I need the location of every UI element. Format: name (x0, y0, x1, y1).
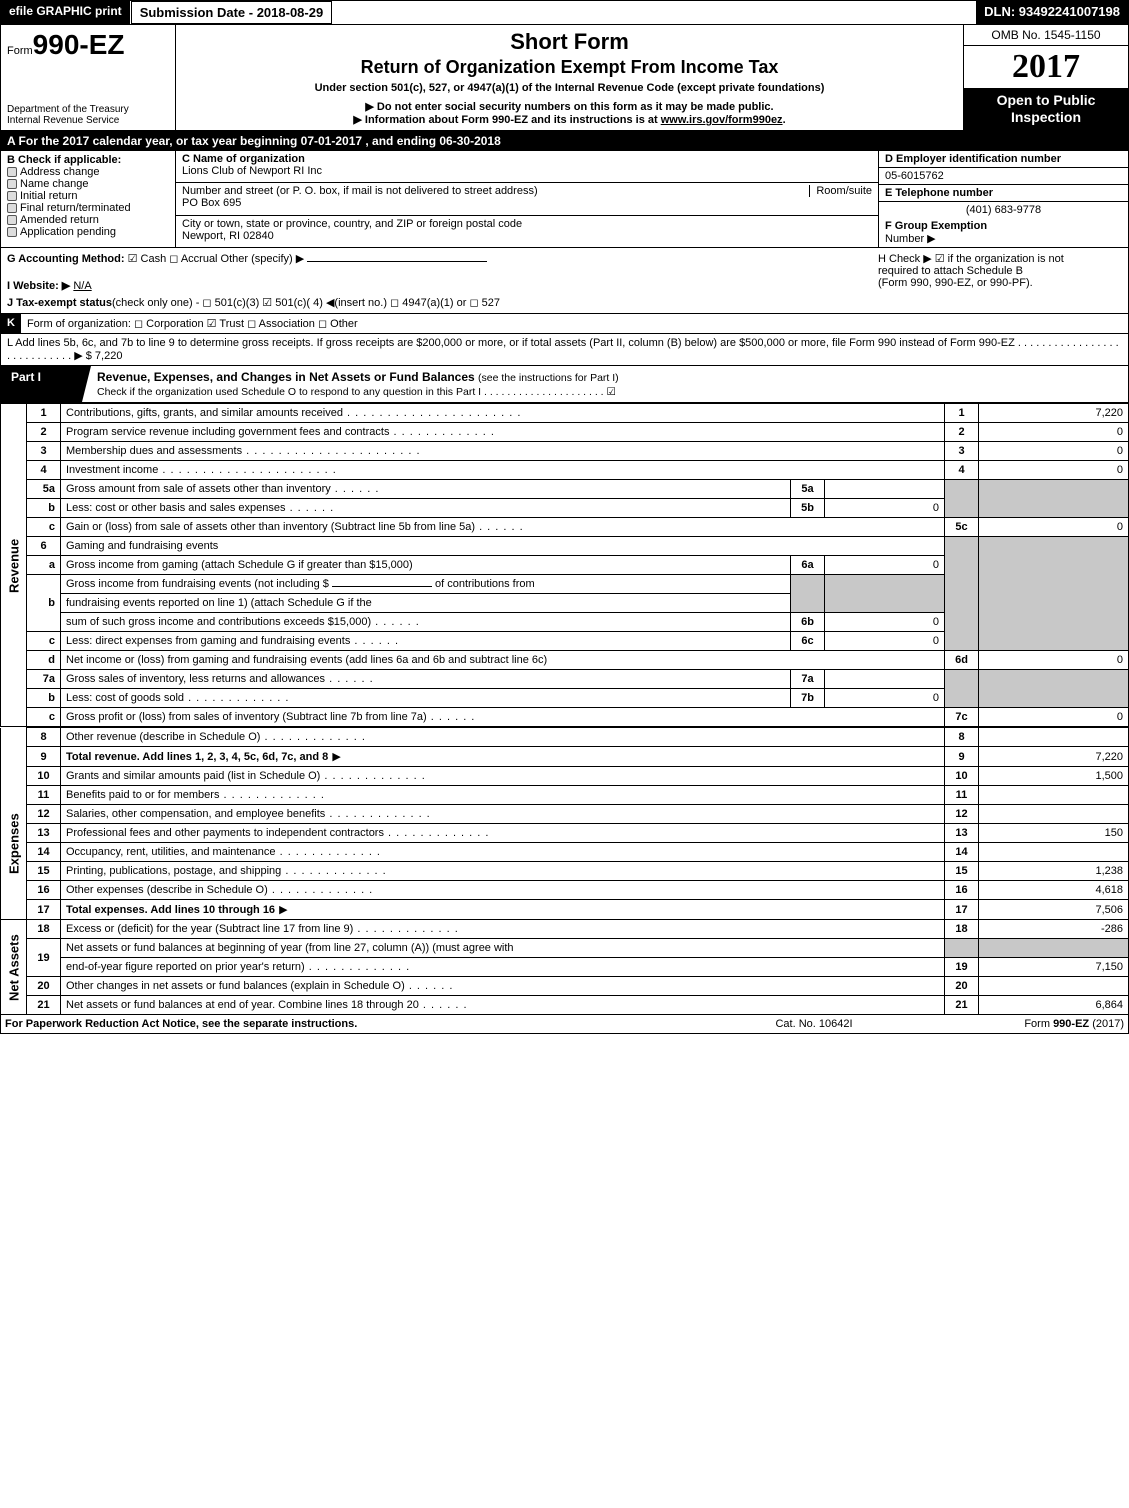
line-5c-value: 0 (979, 518, 1129, 537)
line-12-value (979, 805, 1129, 824)
line-2-value: 0 (979, 423, 1129, 442)
paperwork-notice: For Paperwork Reduction Act Notice, see … (5, 1018, 684, 1030)
website: N/A (73, 280, 91, 292)
side-label-expenses: Expenses (1, 767, 27, 920)
line-5b-value: 0 (825, 499, 945, 518)
line-11-value (979, 786, 1129, 805)
checkbox-application-pending[interactable] (7, 227, 17, 237)
identity-block: B Check if applicable: Address change Na… (0, 151, 1129, 248)
org-address: PO Box 695 (182, 197, 241, 209)
line-16-value: 4,618 (979, 881, 1129, 900)
line-17-value: 7,506 (979, 900, 1129, 920)
phone: (401) 683-9778 (879, 202, 1128, 218)
checkbox-name-change[interactable] (7, 179, 17, 189)
line-7c-value: 0 (979, 708, 1129, 727)
title-short-form: Short Form (184, 29, 955, 55)
line-14-value (979, 843, 1129, 862)
org-city: Newport, RI 02840 (182, 230, 872, 242)
line-8-value (979, 728, 1129, 747)
line-1-value: 7,220 (979, 404, 1129, 423)
col-b: B Check if applicable: Address change Na… (1, 151, 176, 247)
checkbox-address-change[interactable] (7, 167, 17, 177)
row-a-calendar-year: A For the 2017 calendar year, or tax yea… (0, 131, 1129, 151)
line-9-value: 7,220 (979, 747, 1129, 767)
line-4-value: 0 (979, 461, 1129, 480)
line-13-value: 150 (979, 824, 1129, 843)
row-g: G Accounting Method: ☑ Cash ◻ Accrual Ot… (0, 248, 1129, 314)
line-6d-value: 0 (979, 651, 1129, 670)
line-5a-value (825, 480, 945, 499)
line-7b-value: 0 (825, 689, 945, 708)
subtitle: Under section 501(c), 527, or 4947(a)(1)… (184, 82, 955, 94)
efile-print-button[interactable]: efile GRAPHIC print (1, 1, 131, 24)
checkbox-amended-return[interactable] (7, 215, 17, 225)
line-6b-value: 0 (825, 613, 945, 632)
part-1-table: Revenue 1 Contributions, gifts, grants, … (0, 403, 1129, 727)
line-21-value: 6,864 (979, 996, 1129, 1015)
submission-date: Submission Date - 2018-08-29 (131, 1, 333, 24)
checkbox-initial-return[interactable] (7, 191, 17, 201)
part-1-table-cont: 8 Other revenue (describe in Schedule O)… (0, 727, 1129, 1015)
form-number: Form990-EZ (7, 29, 169, 61)
ein: 05-6015762 (879, 168, 1128, 185)
irs-link[interactable]: www.irs.gov/form990ez (661, 114, 783, 126)
tax-year: 2017 (964, 46, 1128, 88)
line-18-value: -286 (979, 920, 1129, 939)
h-check: H Check ▶ ☑ if the organization is not (878, 252, 1122, 265)
title-return: Return of Organization Exempt From Incom… (184, 57, 955, 78)
row-k: K Form of organization: ◻ Corporation ☑ … (0, 314, 1129, 334)
top-bar: efile GRAPHIC print Submission Date - 20… (0, 0, 1129, 25)
checkbox-final-return[interactable] (7, 203, 17, 213)
line-15-value: 1,238 (979, 862, 1129, 881)
col-c: C Name of organization Lions Club of New… (176, 151, 878, 247)
line-7a-value (825, 670, 945, 689)
open-to-public: Open to Public Inspection (964, 88, 1128, 130)
part-1-header: Part I Revenue, Expenses, and Changes in… (0, 366, 1129, 403)
org-name: Lions Club of Newport RI Inc (182, 165, 872, 177)
side-label-revenue: Revenue (1, 404, 27, 727)
instruction-link: ▶ Information about Form 990-EZ and its … (184, 113, 955, 126)
line-6c-value: 0 (825, 632, 945, 651)
side-label-net-assets: Net Assets (1, 920, 27, 1015)
cat-no: Cat. No. 10642I (684, 1018, 944, 1030)
form-footer-id: Form 990-EZ (2017) (944, 1018, 1124, 1030)
form-header: Form990-EZ Department of the Treasury In… (0, 25, 1129, 131)
page-footer: For Paperwork Reduction Act Notice, see … (0, 1015, 1129, 1034)
line-19-value: 7,150 (979, 958, 1129, 977)
line-10-value: 1,500 (979, 767, 1129, 786)
line-6a-value: 0 (825, 556, 945, 575)
col-d: D Employer identification number 05-6015… (878, 151, 1128, 247)
dept-irs: Internal Revenue Service (7, 115, 169, 126)
omb-number: OMB No. 1545-1150 (964, 25, 1128, 46)
dln-label: DLN: 93492241007198 (976, 1, 1128, 24)
dept-treasury: Department of the Treasury (7, 104, 169, 115)
line-3-value: 0 (979, 442, 1129, 461)
row-l: L Add lines 5b, 6c, and 7b to line 9 to … (0, 334, 1129, 366)
line-20-value (979, 977, 1129, 996)
instruction-ssn: ▶ Do not enter social security numbers o… (184, 100, 955, 113)
